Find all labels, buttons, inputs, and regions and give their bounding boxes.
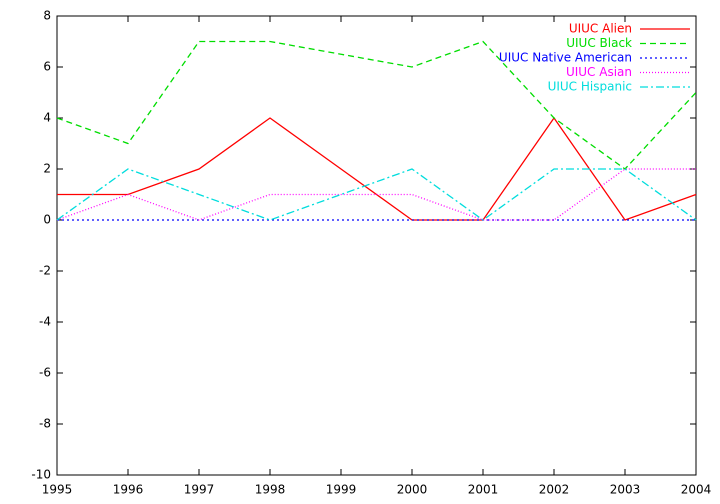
plot-frame: [56, 15, 697, 476]
legend-label: UIUC Black: [566, 36, 632, 50]
x-tick-label: 1995: [42, 483, 73, 497]
y-tick-label: 8: [43, 9, 51, 23]
y-tick-label: -8: [39, 417, 51, 431]
series-line: [56, 168, 697, 221]
series-line: [56, 168, 696, 221]
y-tick-label: 2: [43, 162, 51, 176]
legend-label: UIUC Alien: [569, 22, 632, 36]
y-tick-label: -6: [39, 366, 51, 380]
y-tick-label: 0: [43, 213, 51, 227]
y-tick-label: 6: [43, 60, 51, 74]
x-tick-label: 2004: [681, 483, 712, 497]
x-tick-label: 2001: [468, 483, 499, 497]
x-tick-label: 1998: [255, 483, 286, 497]
y-tick-label: -4: [39, 315, 51, 329]
legend-label: UIUC Native American: [499, 51, 632, 65]
legend-label: UIUC Asian: [566, 65, 632, 79]
x-tick-label: 1997: [184, 483, 215, 497]
y-tick-label: 4: [43, 111, 51, 125]
y-tick-label: -2: [39, 264, 51, 278]
x-tick-label: 2003: [610, 483, 641, 497]
x-tick-label: 2002: [539, 483, 570, 497]
x-tick-label: 1999: [326, 483, 357, 497]
legend-label: UIUC Hispanic: [548, 80, 632, 94]
x-tick-label: 2000: [397, 483, 428, 497]
x-tick-label: 1996: [113, 483, 144, 497]
y-tick-label: -10: [31, 468, 51, 482]
